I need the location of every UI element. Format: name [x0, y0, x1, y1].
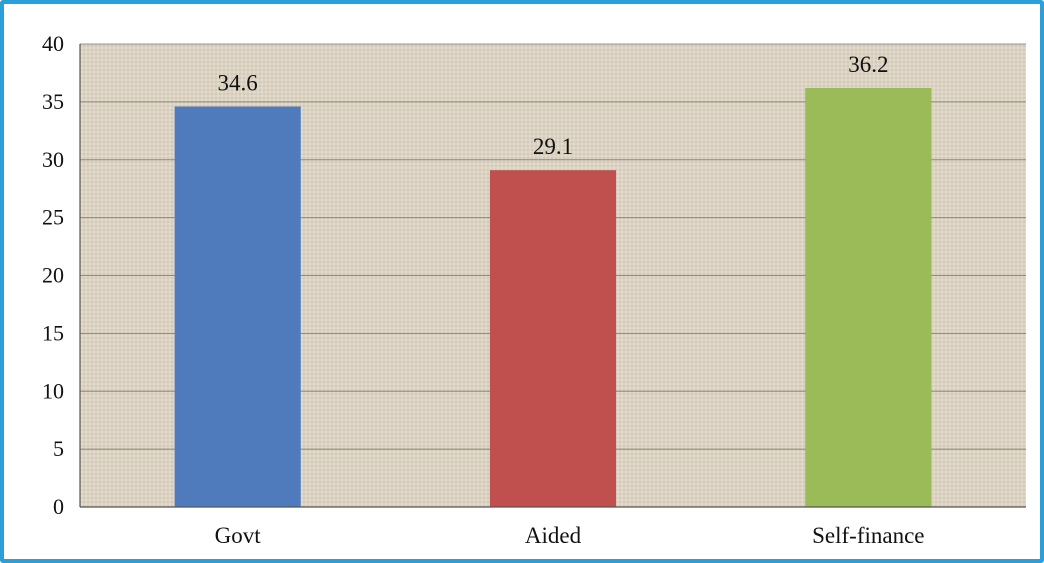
y-tick-label: 0	[53, 494, 64, 519]
bars	[174, 87, 932, 508]
y-tick-label: 15	[42, 320, 64, 345]
y-tick-label: 40	[42, 31, 64, 56]
x-axis-categories: Govt Aided Self-finance	[215, 523, 925, 548]
data-label-self-finance: 36.2	[848, 52, 888, 77]
bar-govt	[174, 106, 301, 507]
y-tick-label: 20	[42, 263, 64, 288]
y-tick-label: 10	[42, 378, 64, 403]
y-tick-label: 35	[42, 89, 64, 114]
y-tick-label: 5	[53, 436, 64, 461]
data-label-govt: 34.6	[218, 71, 258, 96]
x-category-label-govt: Govt	[215, 523, 262, 548]
bar-self-finance	[805, 87, 932, 508]
y-axis-ticks: 0 5 10 15 20 25 30 35 40	[42, 31, 64, 519]
x-category-label-self-finance: Self-finance	[812, 523, 924, 548]
x-category-label-aided: Aided	[525, 523, 582, 548]
data-labels: 34.6 29.1 36.2	[218, 52, 889, 159]
data-label-aided: 29.1	[533, 134, 573, 159]
y-tick-label: 30	[42, 147, 64, 172]
axes	[79, 44, 1026, 508]
y-tick-label: 25	[42, 205, 64, 230]
bar-aided	[489, 170, 617, 508]
